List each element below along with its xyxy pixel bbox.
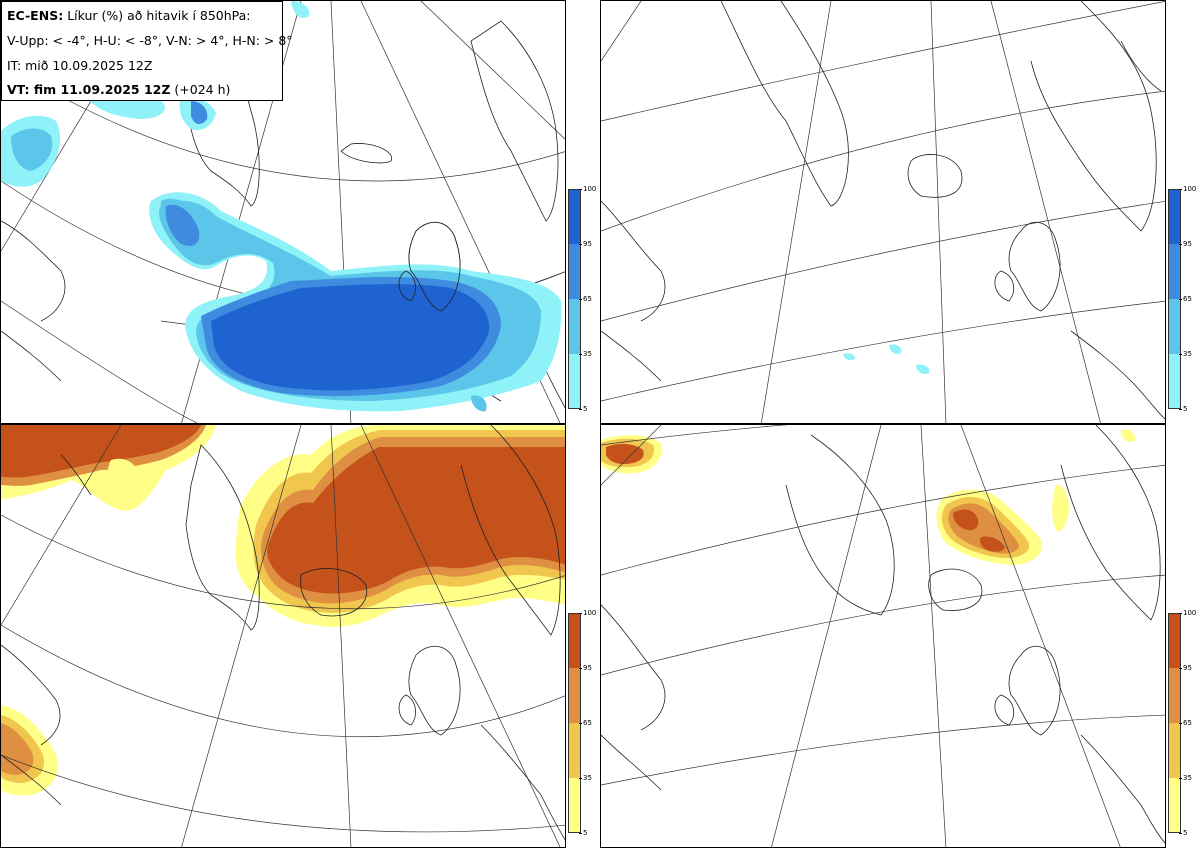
colorbar-tick-label: 65 [1179, 718, 1192, 727]
title-text: Líkur (%) að hitavik í 850hPa: [67, 8, 251, 23]
title-line: EC-ENS: Líkur (%) að hitavik í 850hPa: [7, 8, 251, 23]
map-canvas-h-u [601, 1, 1165, 423]
colorbar-tick-label: 65 [579, 294, 592, 303]
valid-time-line: VT: fim 11.09.2025 12Z (+024 h) [7, 82, 230, 97]
valid-time-text: VT: fim 11.09.2025 12Z [7, 82, 171, 97]
colorbar-tick-label: 100 [1178, 608, 1197, 617]
lead-time-text: (+024 h) [174, 82, 231, 97]
colorbar-tick-label: 35 [579, 773, 592, 782]
colorbar-tick-label: 35 [579, 349, 592, 358]
init-time-text: IT: mið 10.09.2025 12Z [7, 58, 153, 73]
colorbar-tick-label: 5 [578, 404, 588, 413]
colorbar-tick-label: 65 [1179, 294, 1192, 303]
colorbar-warm-right: 100 95 65 35 5 [1168, 608, 1200, 836]
colorbar-tick-label: 95 [1179, 663, 1192, 672]
map-canvas-v-n [1, 425, 565, 847]
map-panel-v-n [0, 424, 566, 848]
colorbar-tick-label: 100 [1178, 184, 1197, 193]
graticule [601, 425, 1165, 847]
probability-field [843, 344, 930, 374]
colorbar-tick-label: 5 [1178, 404, 1188, 413]
map-panel-h-u [600, 0, 1166, 424]
colorbar-cold-right: 100 95 65 35 5 [1168, 184, 1200, 412]
model-label: EC-ENS: [7, 8, 64, 23]
colorbar-tick-label: 65 [579, 718, 592, 727]
colorbar-tick-label: 95 [1179, 239, 1192, 248]
title-legend-box: EC-ENS: Líkur (%) að hitavik í 850hPa: V… [1, 1, 293, 101]
colorbar-tick-label: 5 [578, 828, 588, 837]
map-canvas-v-upp [1, 1, 565, 423]
colorbar-cold-left: 100 95 65 35 5 [568, 184, 602, 412]
coastlines [601, 425, 1165, 844]
colorbar-tick-label: 35 [1179, 773, 1192, 782]
coastlines [1, 425, 565, 841]
colorbar-tick-label: 100 [578, 184, 597, 193]
probability-field [1, 425, 565, 796]
map-panel-v-upp: EC-ENS: Líkur (%) að hitavik í 850hPa: V… [0, 0, 566, 424]
map-panel-h-n [600, 424, 1166, 848]
colorbar-tick-label: 35 [1179, 349, 1192, 358]
colorbar-tick-label: 5 [1178, 828, 1188, 837]
probability-field [1, 1, 562, 412]
colorbar-warm-left: 100 95 65 35 5 [568, 608, 602, 836]
graticule [1, 425, 565, 847]
colorbar-tick-label: 95 [579, 239, 592, 248]
criteria-text: V-Upp: < -4°, H-U: < -8°, V-N: > 4°, H-N… [7, 33, 293, 48]
colorbar-tick-label: 100 [578, 608, 597, 617]
coastlines-overlay [398, 221, 461, 312]
coastlines [601, 1, 1165, 420]
graticule [601, 1, 1165, 423]
probability-field [601, 429, 1136, 565]
colorbar-tick-label: 95 [579, 663, 592, 672]
map-canvas-h-n [601, 425, 1165, 847]
